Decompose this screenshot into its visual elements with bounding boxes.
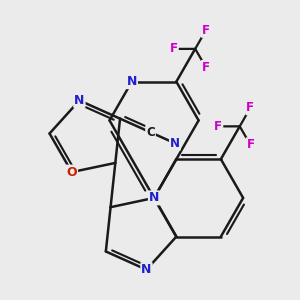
Text: F: F: [214, 120, 222, 133]
Text: N: N: [127, 75, 137, 88]
Text: F: F: [202, 24, 210, 37]
Text: F: F: [246, 138, 254, 151]
Text: C: C: [146, 126, 155, 139]
Text: N: N: [149, 191, 159, 204]
Text: N: N: [141, 263, 152, 276]
Text: F: F: [170, 42, 178, 56]
Text: F: F: [246, 101, 254, 114]
Text: F: F: [202, 61, 210, 74]
Text: N: N: [170, 137, 180, 150]
Text: N: N: [74, 94, 85, 107]
Text: O: O: [66, 166, 77, 178]
